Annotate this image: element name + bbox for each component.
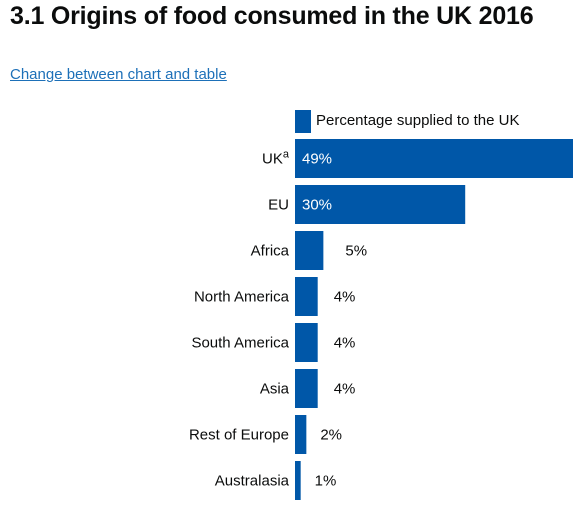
bar-south-america <box>295 323 318 362</box>
legend-label: Percentage supplied to the UK <box>316 112 520 129</box>
bar-eu <box>295 185 466 224</box>
value-label-asia: 4% <box>334 381 356 398</box>
value-label-australasia: 1% <box>315 473 337 490</box>
bar-australasia <box>295 461 301 500</box>
bar-africa <box>295 231 324 270</box>
category-label-uk: UKa <box>262 149 290 168</box>
legend-swatch <box>295 110 311 133</box>
change-chart-table-link[interactable]: Change between chart and table <box>10 66 227 83</box>
category-label-south-america: South America <box>191 335 289 352</box>
category-label-rest-of-europe: Rest of Europe <box>189 427 289 444</box>
bar-rest-of-europe <box>295 415 307 454</box>
category-label-asia: Asia <box>260 381 290 398</box>
category-label-north-america: North America <box>194 289 290 306</box>
page-title: 3.1 Origins of food consumed in the UK 2… <box>10 2 534 30</box>
value-label-rest-of-europe: 2% <box>320 427 342 444</box>
value-label-uk: 49% <box>302 151 332 168</box>
value-label-eu: 30% <box>302 197 332 214</box>
category-label-africa: Africa <box>251 243 290 260</box>
value-label-north-america: 4% <box>334 289 356 306</box>
value-label-south-america: 4% <box>334 335 356 352</box>
bar-north-america <box>295 277 318 316</box>
category-label-eu: EU <box>268 197 289 214</box>
value-label-africa: 5% <box>345 243 367 260</box>
bar-asia <box>295 369 318 408</box>
category-label-australasia: Australasia <box>215 473 290 490</box>
bar-uk <box>295 139 573 178</box>
